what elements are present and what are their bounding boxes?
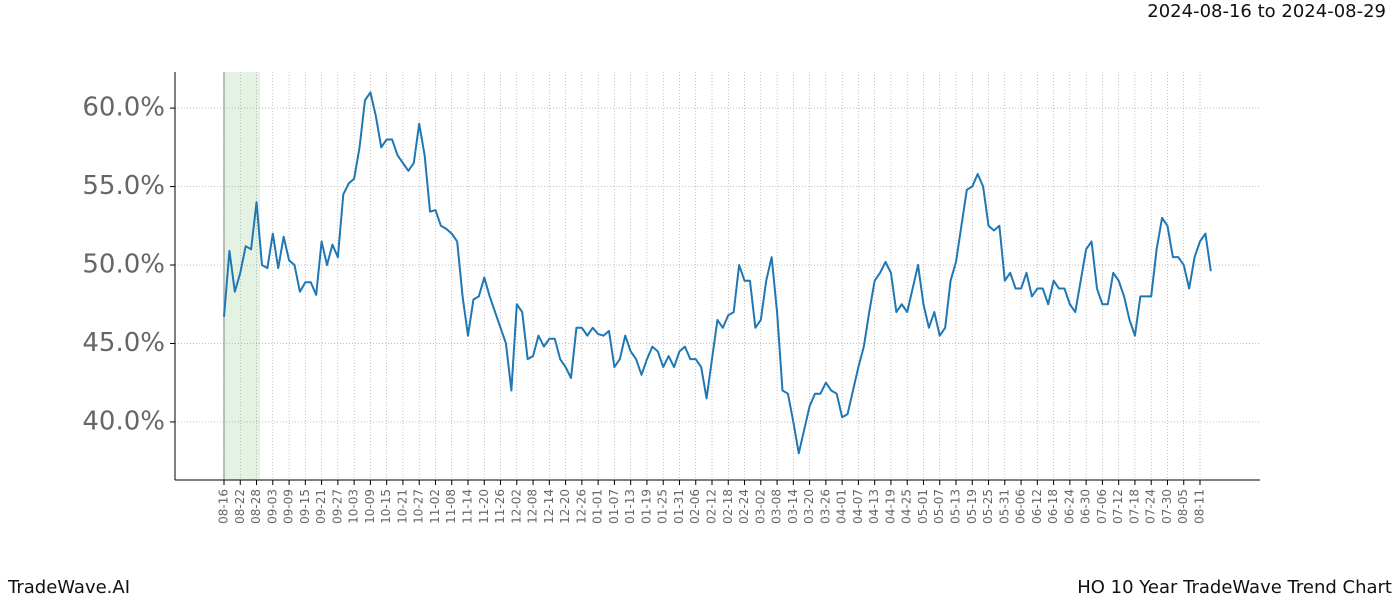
x-tick-label: 06-18 xyxy=(1046,489,1060,524)
x-tick-label: 08-11 xyxy=(1193,489,1207,524)
x-tick-label: 11-20 xyxy=(477,489,491,524)
x-tick-label: 06-30 xyxy=(1079,489,1093,524)
x-tick-label: 01-07 xyxy=(607,489,621,524)
x-tick-label: 12-02 xyxy=(509,489,523,524)
x-tick-label: 09-27 xyxy=(330,489,344,524)
x-tick-label: 01-31 xyxy=(672,489,686,524)
x-tick-label: 03-08 xyxy=(770,489,784,524)
y-tick-label: 50.0% xyxy=(82,250,165,280)
x-tick-label: 05-07 xyxy=(932,489,946,524)
x-tick-label: 08-05 xyxy=(1176,489,1190,524)
x-tick-label: 03-14 xyxy=(786,489,800,524)
x-tick-label: 02-06 xyxy=(688,489,702,524)
x-tick-label: 12-08 xyxy=(526,489,540,524)
x-tick-label: 09-21 xyxy=(314,489,328,524)
footer-left: TradeWave.AI xyxy=(7,577,130,598)
x-tick-label: 09-03 xyxy=(265,489,279,524)
x-tick-label: 10-09 xyxy=(363,489,377,524)
x-tick-label: 07-12 xyxy=(1111,489,1125,524)
x-tick-label: 02-12 xyxy=(705,489,719,524)
x-tick-label: 10-27 xyxy=(412,489,426,524)
x-tick-label: 07-06 xyxy=(1095,489,1109,524)
x-tick-label: 03-02 xyxy=(753,489,767,524)
y-tick-label: 55.0% xyxy=(82,171,165,201)
x-tick-label: 07-30 xyxy=(1160,489,1174,524)
highlight-band xyxy=(224,72,260,480)
x-tick-label: 04-07 xyxy=(851,489,865,524)
x-tick-label: 06-06 xyxy=(1014,489,1028,524)
x-tick-label: 09-15 xyxy=(298,489,312,524)
x-tick-label: 04-13 xyxy=(867,489,881,524)
x-tick-label: 04-01 xyxy=(835,489,849,524)
x-tick-label: 02-18 xyxy=(721,489,735,524)
x-tick-label: 04-25 xyxy=(900,489,914,524)
x-tick-label: 05-25 xyxy=(981,489,995,524)
x-tick-label: 12-14 xyxy=(542,489,556,524)
x-tick-label: 03-26 xyxy=(818,489,832,524)
data-line xyxy=(223,91,1212,455)
x-tick-label: 09-09 xyxy=(282,489,296,524)
footer-right: HO 10 Year TradeWave Trend Chart xyxy=(1077,577,1392,598)
x-tick-label: 01-01 xyxy=(591,489,605,524)
x-tick-label: 05-13 xyxy=(949,489,963,524)
x-tick-label: 01-13 xyxy=(623,489,637,524)
x-tick-label: 06-24 xyxy=(1062,489,1076,524)
x-tick-label: 12-26 xyxy=(574,489,588,524)
x-tick-label: 11-08 xyxy=(444,489,458,524)
x-tick-label: 08-16 xyxy=(217,489,231,524)
x-tick-label: 04-19 xyxy=(883,489,897,524)
y-tick-label: 60.0% xyxy=(82,93,165,123)
x-tick-label: 12-20 xyxy=(558,489,572,524)
x-tick-label: 01-25 xyxy=(656,489,670,524)
x-tick-label: 05-31 xyxy=(997,489,1011,524)
x-tick-label: 11-26 xyxy=(493,489,507,524)
x-tick-label: 06-12 xyxy=(1030,489,1044,524)
x-tick-label: 07-24 xyxy=(1144,489,1158,524)
x-tick-label: 02-24 xyxy=(737,489,751,524)
x-tick-label: 11-14 xyxy=(461,489,475,524)
x-tick-label: 05-19 xyxy=(965,489,979,524)
x-tick-label: 10-21 xyxy=(395,489,409,524)
y-tick-label: 45.0% xyxy=(82,328,165,358)
x-tick-label: 11-02 xyxy=(428,489,442,524)
x-tick-label: 01-19 xyxy=(639,489,653,524)
x-tick-label: 10-15 xyxy=(379,489,393,524)
x-tick-label: 08-28 xyxy=(249,489,263,524)
chart-title: 2024-08-16 to 2024-08-29 xyxy=(1147,1,1386,22)
x-tick-label: 10-03 xyxy=(347,489,361,524)
x-tick-label: 03-20 xyxy=(802,489,816,524)
x-tick-label: 05-01 xyxy=(916,489,930,524)
x-tick-label: 08-22 xyxy=(233,489,247,524)
x-tick-label: 07-18 xyxy=(1127,489,1141,524)
y-tick-label: 40.0% xyxy=(82,406,165,436)
